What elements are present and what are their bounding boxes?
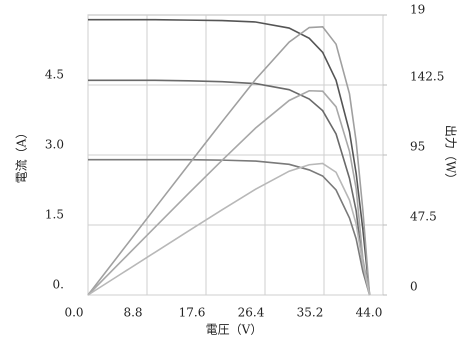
y2-tick-label: 95 [410, 140, 425, 154]
series-line [88, 18, 371, 296]
x-tick-label: 44.0 [356, 306, 383, 320]
y-tick-label: 1.5 [45, 208, 64, 222]
series-line [88, 158, 371, 296]
y-axis-label: 電流（A） [15, 127, 29, 184]
series-line [87, 162, 371, 296]
y2-tick-label: 142.5 [410, 70, 444, 84]
x-tick-label: 8.8 [123, 306, 142, 320]
x-tick-label: 0.0 [64, 306, 83, 320]
y2-tick-label: 47.5 [410, 210, 437, 224]
x-tick-label: 17.6 [179, 306, 206, 320]
x-tick-label: 35.2 [297, 306, 324, 320]
series-line [87, 25, 371, 296]
x-tick-label: 26.4 [238, 306, 265, 320]
y-tick-label: 0. [53, 278, 64, 292]
series-line [87, 89, 371, 296]
series-line [88, 79, 371, 296]
y-tick-label: 4.5 [45, 68, 64, 82]
y2-tick-label: 0 [410, 280, 418, 294]
y-tick-label: 3.0 [45, 138, 64, 152]
y2-tick-label: 19 [410, 3, 425, 17]
y2-axis-label: 出力（W） [444, 125, 458, 185]
x-axis-label: 電圧（V） [206, 323, 263, 337]
